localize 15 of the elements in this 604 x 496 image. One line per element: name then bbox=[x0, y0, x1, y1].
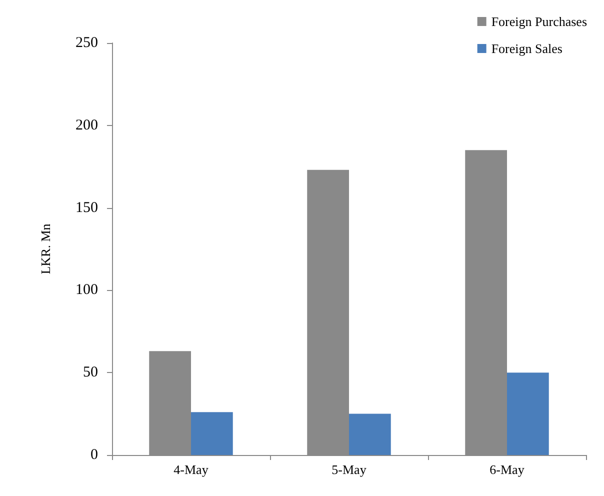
legend-label: Foreign Sales bbox=[491, 41, 562, 56]
x-tick-label: 5-May bbox=[332, 462, 367, 477]
bar bbox=[191, 412, 233, 455]
x-tick-label: 6-May bbox=[490, 462, 525, 477]
bar bbox=[349, 414, 391, 455]
y-tick-label: 250 bbox=[76, 35, 98, 51]
legend-label: Foreign Purchases bbox=[491, 14, 588, 29]
y-tick-label: 50 bbox=[83, 364, 98, 381]
y-tick-label: 0 bbox=[90, 447, 98, 463]
y-tick-label: 200 bbox=[76, 117, 98, 134]
y-tick-label: 150 bbox=[76, 200, 98, 216]
y-tick-label: 100 bbox=[76, 282, 98, 298]
x-tick-label: 4-May bbox=[174, 462, 209, 477]
bar bbox=[507, 372, 549, 455]
y-axis-title: LKR. Mn bbox=[38, 223, 53, 274]
